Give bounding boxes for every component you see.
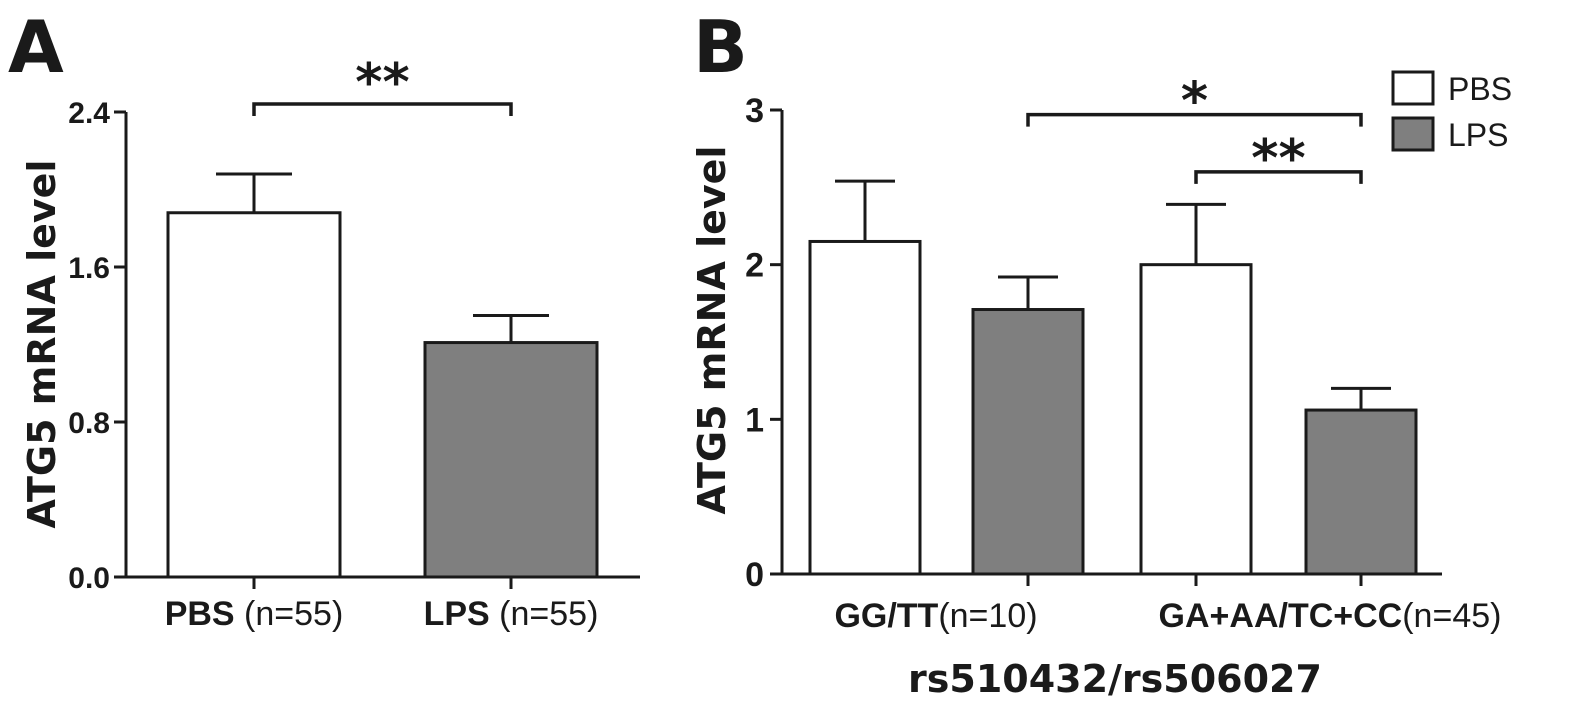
panel-a-bars (166, 172, 599, 589)
panel-b-bar-pbs (808, 239, 922, 576)
category-count: (n=55) (235, 595, 344, 633)
panel-a: A ATG5 mRNA level 0.0 0.8 1.6 2.4 ** PBS (n… (8, 5, 640, 633)
panel-b-significance-bracket (1194, 170, 1363, 184)
legend-label-pbs: PBS (1448, 71, 1512, 107)
category-count: (n=10) (938, 597, 1037, 635)
panel-a-y-tick-label: 0.0 (68, 562, 110, 595)
panel-a-bar-lps (423, 341, 599, 579)
legend-swatch-pbs (1391, 70, 1435, 106)
panel-b-y-tick-label: 3 (745, 92, 764, 130)
panel-b-bars (808, 179, 1418, 586)
panel-b-y-tick-label: 2 (745, 247, 764, 285)
panel-b-x-axis-label: rs510432/rs506027 (908, 657, 1322, 701)
category-count: (n=45) (1402, 597, 1501, 635)
panel-b-x-tick-labels: GG/TT(n=10) GA+AA/TC+CC(n=45) (834, 597, 1501, 635)
panel-a-significance-label: ** (355, 53, 409, 113)
panel-b-x-tick-label: GA+AA/TC+CC(n=45) (1159, 597, 1502, 635)
panel-b-legend: PBS LPS (1391, 70, 1512, 153)
panel-b-label: B (693, 5, 748, 89)
panel-b-significance: *** (1026, 72, 1363, 189)
panel-b-bar-pbs (1139, 263, 1253, 576)
panel-b-significance-label: ** (1251, 129, 1305, 189)
panel-b-bar-lps (1304, 408, 1418, 576)
panel-b-y-axis-label: ATG5 mRNA level (690, 146, 734, 515)
category-name: PBS (165, 595, 235, 633)
panel-b-y-tick-label: 0 (745, 556, 764, 594)
panel-a-x-tick-label: LPS (n=55) (424, 595, 599, 633)
category-name: GG/TT (834, 597, 938, 635)
panel-a-y-axis-label: ATG5 mRNA level (20, 160, 64, 529)
panel-a-significance-bracket (252, 102, 513, 116)
category-name: GA+AA/TC+CC (1159, 597, 1403, 635)
panel-a-x-tick-labels: PBS (n=55) LPS (n=55) (165, 595, 599, 633)
panel-b-x-tick-label: GG/TT(n=10) (834, 597, 1037, 635)
panel-a-y-tick-label: 1.6 (68, 252, 110, 285)
panel-a-y-tick-label: 0.8 (68, 407, 110, 440)
panel-a-significance: ** (252, 53, 513, 116)
category-name: LPS (424, 595, 490, 633)
panel-a-x-tick-label: PBS (n=55) (165, 595, 344, 633)
legend-label-lps: LPS (1448, 117, 1508, 153)
panel-a-y-tick-label: 2.4 (68, 97, 110, 130)
panel-b-significance-label: * (1181, 72, 1208, 132)
panel-a-bar-pbs (166, 211, 342, 579)
legend-swatch-lps (1391, 116, 1435, 152)
panel-b-bar-lps (971, 308, 1085, 576)
panel-a-label: A (8, 5, 64, 89)
category-count: (n=55) (490, 595, 599, 633)
panel-b-y-tick-label: 1 (745, 401, 764, 439)
panel-b-significance-bracket (1026, 112, 1363, 127)
